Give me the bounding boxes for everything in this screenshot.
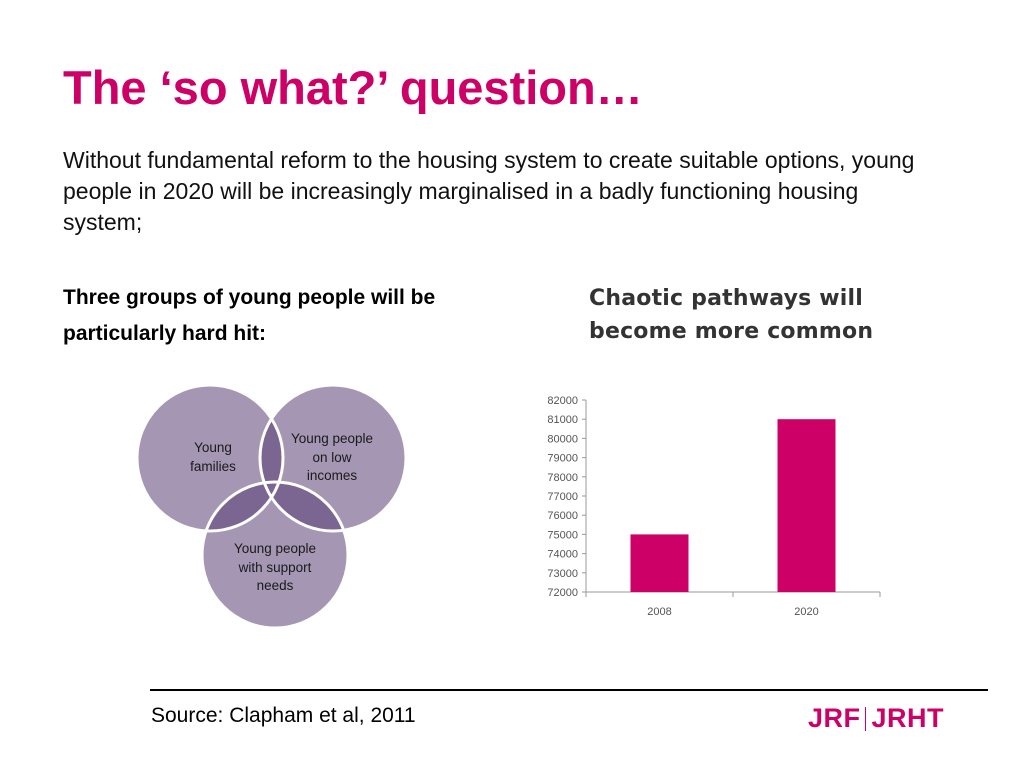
- x-tick-label: 2008: [647, 606, 671, 618]
- y-tick-label: 74000: [547, 549, 578, 561]
- venn-label-line: Young people: [290, 431, 374, 446]
- y-tick-label: 76000: [547, 510, 578, 522]
- y-tick-label: 80000: [547, 433, 578, 445]
- intro-paragraph: Without fundamental reform to the housin…: [63, 147, 915, 235]
- chart-title: Chaotic pathways will become more common: [589, 286, 874, 344]
- venn-label-line: Young people: [233, 541, 317, 556]
- venn-label-line: needs: [256, 578, 294, 593]
- venn-label-support-needs: Young people with support needs: [218, 540, 332, 596]
- venn-overlap-families-support: [202, 482, 283, 531]
- bar: [630, 534, 689, 592]
- logo-jrf: JRF: [808, 703, 861, 733]
- y-tick-label: 72000: [547, 587, 578, 599]
- y-tick-label: 82000: [547, 395, 578, 407]
- y-tick-label: 73000: [547, 568, 578, 580]
- venn-outline-1: [135, 383, 285, 533]
- y-tick-label: 75000: [547, 529, 578, 541]
- venn-overlap-incomes-support: [260, 482, 348, 531]
- y-tick-label: 78000: [547, 472, 578, 484]
- y-tick-label: 77000: [547, 491, 578, 503]
- venn-label-young-families: Young families: [168, 439, 258, 476]
- footer-rule: [150, 689, 988, 691]
- venn-diagram: Young families Young people on low incom…: [130, 380, 420, 635]
- venn-outline-2: [258, 383, 408, 533]
- venn-label-line: with support: [238, 559, 312, 575]
- logo-jrht: JRHT: [871, 703, 945, 733]
- slide-title: The ‘so what?’ question…: [63, 61, 643, 114]
- y-tick-label: 79000: [547, 453, 578, 465]
- groups-heading: Three groups of young people will be par…: [63, 286, 436, 345]
- jrf-jrht-logo: JRF JRHT: [808, 703, 944, 734]
- venn-label-low-incomes: Young people on low incomes: [276, 430, 388, 486]
- venn-label-line: incomes: [306, 468, 358, 483]
- logo-divider: [864, 706, 866, 731]
- x-tick-label: 2020: [794, 606, 818, 618]
- bar-chart: 72000 73000 74000 75000 76000 77000 78000 79000…: [500, 385, 900, 630]
- venn-label-line: on low: [312, 449, 352, 465]
- venn-label-line: Young: [194, 440, 232, 455]
- venn-label-line: families: [190, 458, 236, 474]
- source-citation: Source: Clapham et al, 2011: [151, 704, 416, 727]
- venn-graphic: [135, 383, 408, 630]
- bar-chart-svg: 72000 73000 74000 75000 76000 77000 78000 79000…: [547, 395, 881, 618]
- venn-outline-3: [200, 480, 350, 630]
- y-tick-label: 81000: [547, 414, 578, 426]
- bar: [777, 419, 836, 592]
